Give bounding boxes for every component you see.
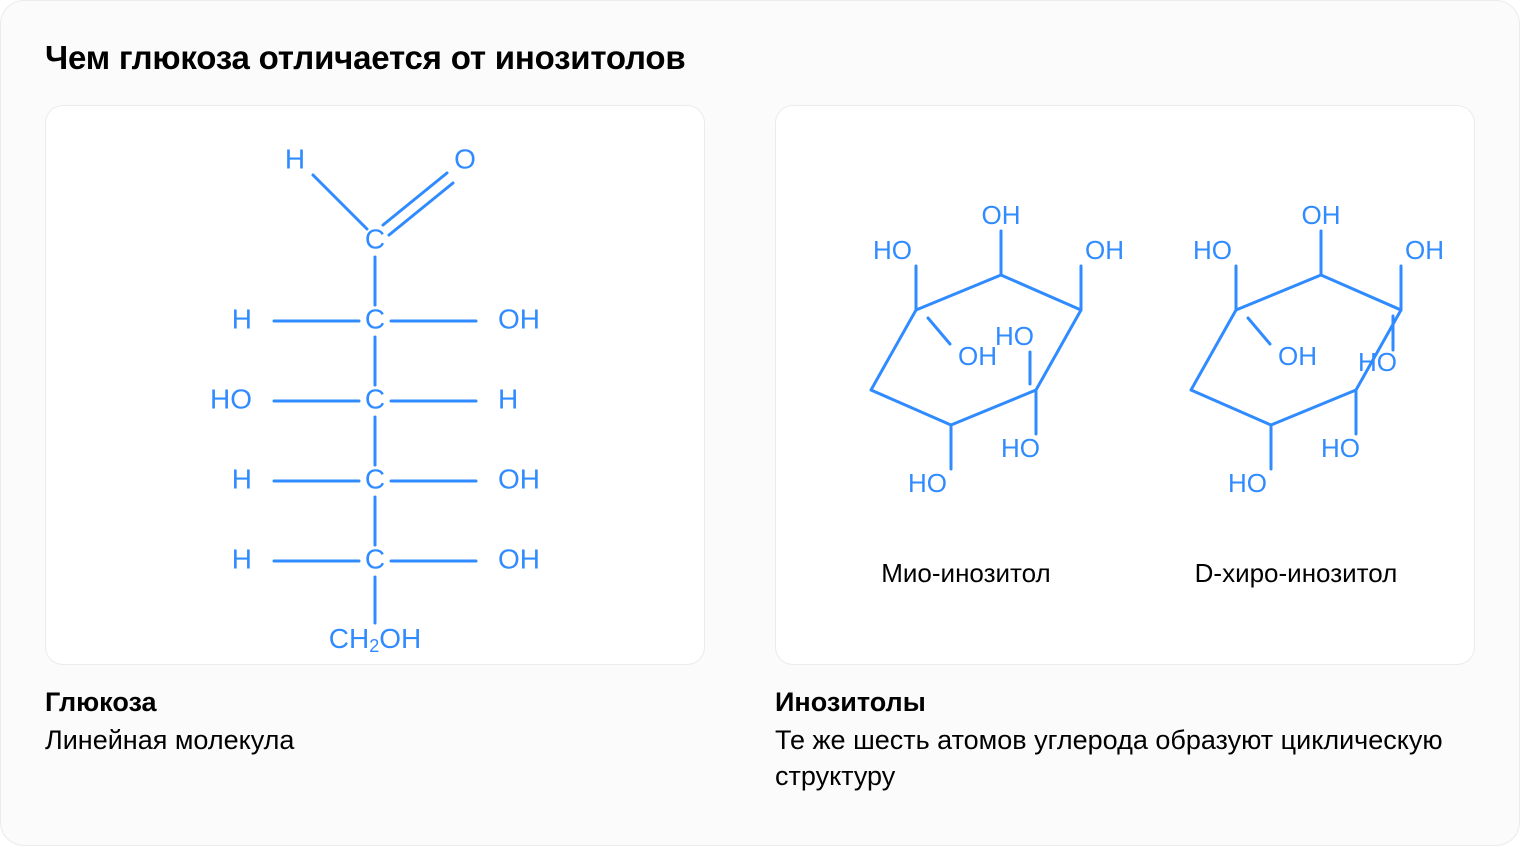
svg-text:O: O — [454, 143, 476, 174]
svg-text:D-хиро-инозитол: D-хиро-инозитол — [1195, 558, 1398, 588]
glucose-column: HOCCHOHCHOHCHOHCHOHCH2OH Глюкоза Линейна… — [45, 105, 705, 795]
svg-text:C: C — [365, 223, 385, 254]
svg-text:OH: OH — [498, 463, 540, 494]
svg-text:HO: HO — [1001, 433, 1040, 463]
svg-text:H: H — [498, 383, 518, 414]
svg-text:HO: HO — [995, 321, 1034, 351]
svg-text:HO: HO — [1358, 347, 1397, 377]
svg-text:CH2OH: CH2OH — [329, 623, 421, 655]
svg-text:HO: HO — [908, 468, 947, 498]
svg-text:OH: OH — [1405, 235, 1444, 265]
glucose-caption-title: Глюкоза — [45, 687, 705, 718]
svg-text:OH: OH — [1302, 200, 1341, 230]
svg-text:C: C — [365, 383, 385, 414]
glucose-caption-body: Линейная молекула — [45, 722, 705, 758]
inositol-caption-title: Инозитолы — [775, 687, 1475, 718]
svg-text:HO: HO — [1193, 235, 1232, 265]
svg-text:C: C — [365, 303, 385, 334]
svg-text:H: H — [285, 143, 305, 174]
svg-text:H: H — [232, 303, 252, 334]
glucose-panel: HOCCHOHCHOHCHOHCHOHCH2OH — [45, 105, 705, 665]
svg-text:OH: OH — [958, 341, 997, 371]
inositol-column: OHHOOHOHHOHOHOOHHOOHOHHOHOHOМио-инозитол… — [775, 105, 1475, 795]
glucose-caption: Глюкоза Линейная молекула — [45, 687, 705, 758]
inositol-caption-body: Те же шесть атомов углерода образуют цик… — [775, 722, 1475, 795]
svg-text:OH: OH — [1278, 341, 1317, 371]
svg-text:HO: HO — [1228, 468, 1267, 498]
inositol-caption: Инозитолы Те же шесть атомов углерода об… — [775, 687, 1475, 795]
svg-text:OH: OH — [498, 303, 540, 334]
svg-text:H: H — [232, 543, 252, 574]
svg-text:OH: OH — [498, 543, 540, 574]
svg-text:OH: OH — [1085, 235, 1124, 265]
inositol-panel: OHHOOHOHHOHOHOOHHOOHOHHOHOHOМио-инозитол… — [775, 105, 1475, 665]
svg-text:C: C — [365, 543, 385, 574]
columns: HOCCHOHCHOHCHOHCHOHCH2OH Глюкоза Линейна… — [45, 105, 1475, 795]
svg-text:HO: HO — [210, 383, 252, 414]
svg-text:HO: HO — [1321, 433, 1360, 463]
svg-text:OH: OH — [982, 200, 1021, 230]
svg-text:C: C — [365, 463, 385, 494]
svg-text:HO: HO — [873, 235, 912, 265]
inositol-structures: OHHOOHOHHOHOHOOHHOOHOHHOHOHOМио-инозитол… — [786, 115, 1464, 655]
svg-text:Мио-инозитол: Мио-инозитол — [881, 558, 1050, 588]
main-title: Чем глюкоза отличается от инозитолов — [45, 39, 1475, 77]
glucose-structure: HOCCHOHCHOHCHOHCHOHCH2OH — [155, 115, 595, 655]
outer-card: Чем глюкоза отличается от инозитолов HOC… — [0, 0, 1520, 846]
svg-text:H: H — [232, 463, 252, 494]
